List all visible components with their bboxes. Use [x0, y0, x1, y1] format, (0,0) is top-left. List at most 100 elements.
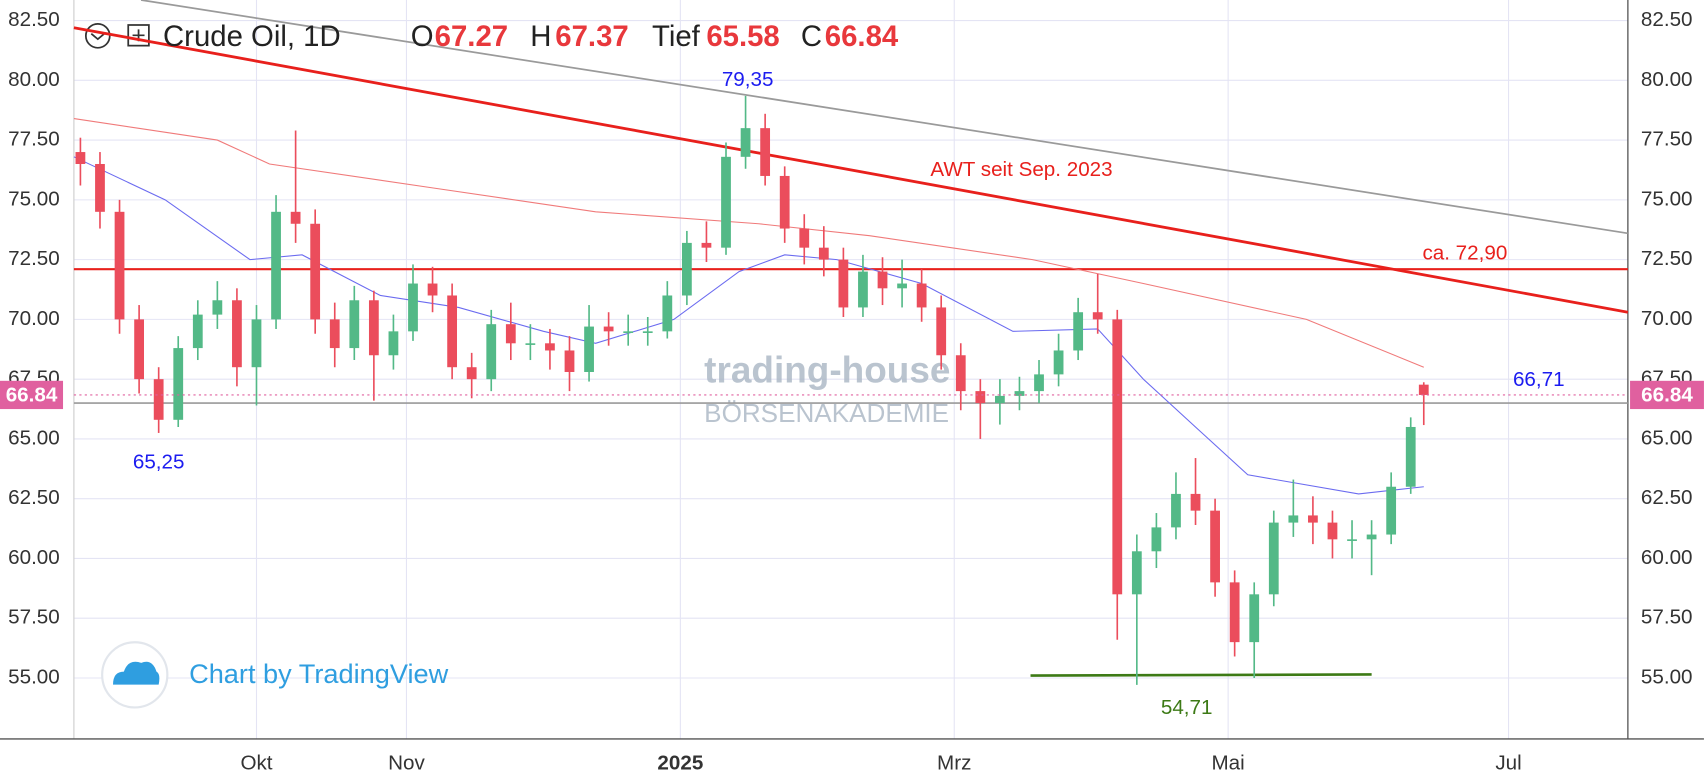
candle-body [114, 211, 125, 320]
header-icons [84, 23, 150, 49]
watermark: trading-house [704, 350, 950, 391]
candle-body [75, 152, 86, 164]
candle-body [545, 343, 555, 351]
moving-average [73, 118, 1424, 368]
candle-body [955, 355, 966, 392]
candle-body [1308, 515, 1318, 523]
price-tag [0, 380, 64, 410]
candle-body [642, 331, 653, 333]
annotation: AWT seit Sep. 2023 [930, 158, 1112, 181]
candle-body [173, 348, 184, 420]
credit: Chart by TradingView [189, 658, 449, 689]
collapse-icon[interactable] [84, 23, 111, 49]
candle-body [1249, 594, 1260, 643]
header-text: 66.84 [825, 20, 899, 53]
y-tick-label-right: 57.50 [1641, 606, 1693, 629]
y-tick-label-right: 70.00 [1641, 307, 1693, 330]
candle-body [740, 128, 751, 157]
candle-body [1112, 319, 1123, 595]
header-text: H [530, 20, 551, 53]
candle-body [505, 324, 516, 344]
candle-body [721, 156, 731, 248]
candle-body [995, 395, 1005, 404]
candle-body [427, 283, 438, 296]
candle-body [1092, 312, 1103, 320]
y-tick-label: 60.00 [8, 546, 60, 569]
candle-body [310, 223, 321, 320]
candle-body [838, 259, 849, 308]
header-text: 67.27 [435, 20, 508, 53]
candle-body [408, 283, 418, 332]
candle-body [525, 343, 536, 345]
candle-body [1053, 350, 1064, 375]
header-text: Tief [652, 20, 701, 53]
candle-body [1073, 312, 1084, 351]
candle-body [1034, 374, 1044, 392]
header-text: 67.37 [555, 20, 628, 53]
candle-body [818, 247, 829, 260]
x-tick-label: Mai [1212, 751, 1245, 774]
candle-body [760, 128, 771, 176]
candle-body [153, 379, 164, 420]
annotation: 54,71 [1161, 696, 1213, 719]
candle-body [877, 271, 888, 289]
y-tick-label-right: 82.50 [1641, 8, 1693, 31]
y-tick-label-right: 80.00 [1641, 68, 1693, 91]
x-tick-label: 2025 [657, 751, 703, 774]
candle-body [779, 175, 790, 229]
x-tick-label: Okt [240, 751, 272, 774]
y-tick-label: 75.00 [8, 187, 60, 210]
candle-body [681, 242, 692, 296]
candle-body [1210, 510, 1220, 583]
y-tick-label: 70.00 [8, 307, 60, 330]
y-tick-label: 77.50 [8, 128, 60, 151]
candle-body [447, 295, 458, 368]
candle-body [271, 211, 281, 320]
y-tick-label-right: 55.00 [1641, 665, 1693, 688]
candle-body [936, 307, 947, 356]
x-tick-label: Jul [1495, 751, 1521, 774]
x-tick-label: Nov [388, 751, 425, 774]
header-text: Crude Oil, 1D [163, 20, 341, 53]
y-tick-label-right: 60.00 [1641, 546, 1693, 569]
candle-body [1327, 522, 1338, 540]
annotation: 79,35 [722, 68, 774, 91]
y-tick-label: 72.50 [8, 247, 60, 270]
y-tick-label: 82.50 [8, 8, 60, 31]
y-tick-label-right: 65.00 [1641, 426, 1693, 449]
candle-body [1190, 493, 1201, 511]
candle-body [95, 163, 105, 212]
annotation: ca. 72,90 [1422, 242, 1507, 265]
add-icon[interactable] [127, 24, 150, 47]
chevron [90, 33, 105, 41]
candle-body [212, 300, 223, 315]
candle-body [1405, 426, 1416, 487]
candle-body [192, 314, 203, 349]
candle-body [1151, 527, 1162, 552]
candle-body [603, 326, 614, 332]
logo-cloud [113, 661, 160, 685]
candle-body [368, 300, 379, 356]
header-text: 65.58 [706, 20, 779, 53]
price-tag-label: 66.84 [6, 383, 58, 406]
candle-body [916, 283, 927, 308]
price-tag [1630, 380, 1704, 410]
annotation: 65,25 [133, 450, 185, 473]
candle-body [1268, 522, 1279, 595]
y-tick-label-right: 62.50 [1641, 486, 1693, 509]
candle-body [251, 319, 262, 368]
candle-body [858, 271, 868, 308]
header-text: O [411, 20, 434, 53]
y-tick-label: 55.00 [8, 665, 60, 688]
candle-body [799, 228, 810, 248]
y-tick-label-right: 77.50 [1641, 128, 1693, 151]
candle-body [584, 326, 594, 372]
candle-body [1347, 539, 1357, 541]
y-tick-label-right: 75.00 [1641, 187, 1693, 210]
trendline [140, 0, 1629, 235]
candle-body [466, 367, 477, 380]
candle-body [388, 331, 399, 356]
candle-body [1386, 486, 1397, 535]
